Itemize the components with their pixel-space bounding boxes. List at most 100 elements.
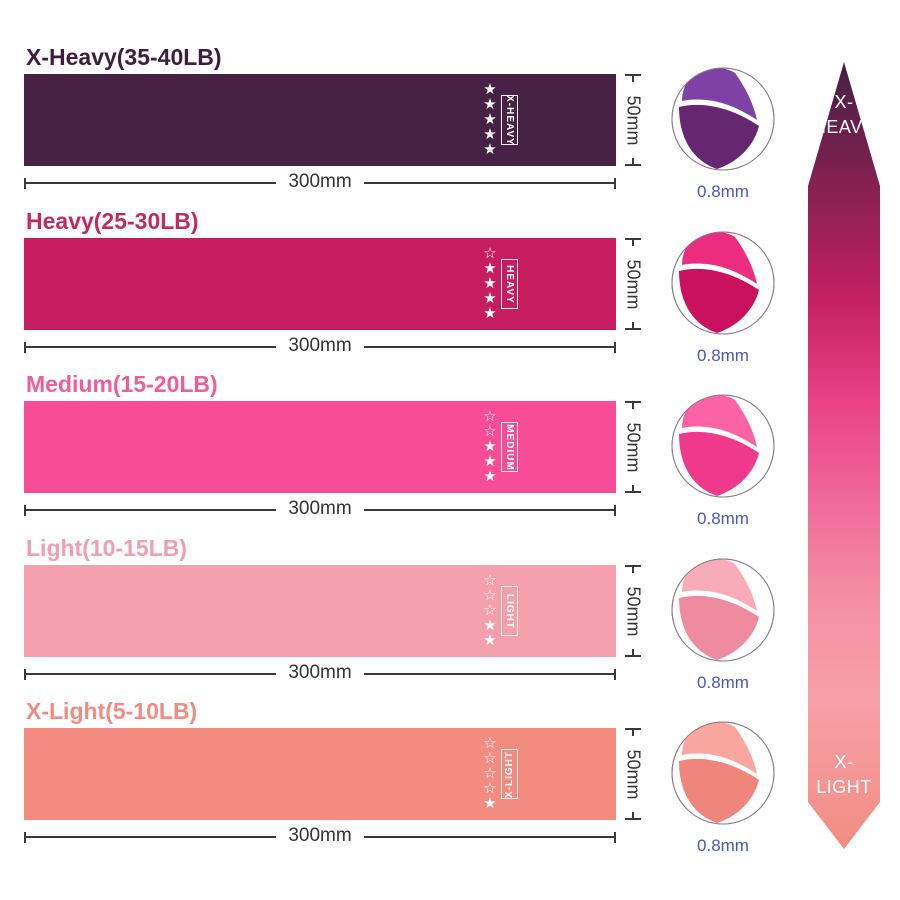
dimension-tick [24, 177, 26, 189]
dimension-tick [24, 831, 26, 843]
star-filled-icon: ★ [483, 305, 497, 322]
star-hollow-icon: ☆ [483, 780, 497, 797]
width-dimension: 300mm [24, 662, 617, 683]
band-grade-label-box: X-LIGHT [501, 749, 518, 799]
star-filled-icon: ★ [483, 468, 497, 485]
band-fold-photo [671, 394, 775, 498]
star-filled-icon: ★ [483, 275, 497, 292]
width-dimension-label: 300mm [288, 498, 352, 519]
band-fold-edge-highlight [681, 590, 758, 615]
band-fold-edge-highlight [681, 263, 758, 288]
band-fold-edge-highlight [681, 426, 758, 451]
band-fold-flap [682, 68, 757, 120]
star-filled-icon: ★ [483, 126, 497, 143]
thickness-label: 0.8mm [697, 836, 749, 855]
dimension-line [632, 158, 634, 164]
band-swatch: ☆ ☆ ☆ ★ ★ LIGHT [24, 565, 616, 657]
band-fold-photo [671, 721, 775, 825]
width-dimension: 300mm [24, 171, 617, 192]
star-hollow-icon: ☆ [483, 735, 497, 752]
star-filled-icon: ★ [483, 81, 497, 98]
star-hollow-icon: ☆ [483, 587, 497, 604]
band-fold-flap [682, 722, 757, 774]
star-hollow-icon: ☆ [483, 572, 497, 589]
dimension-line [26, 346, 277, 348]
dimension-tick [625, 491, 641, 493]
dimension-line [632, 322, 634, 328]
band-grade-label-box: MEDIUM [501, 422, 518, 472]
band-fold-body [679, 104, 759, 169]
band-grade-label: MEDIUM [504, 423, 515, 471]
dimension-line [632, 730, 634, 736]
band-fold-flap [682, 232, 757, 284]
height-dimension: 50mm [619, 728, 647, 820]
band-grade-label: LIGHT [504, 593, 515, 629]
band-swatch: ☆ ☆ ☆ ☆ ★ X-LIGHT [24, 728, 616, 820]
band-grade-label-box: LIGHT [501, 586, 518, 636]
band-fold-photo [671, 558, 775, 662]
dimension-line [363, 673, 615, 675]
dimension-line [363, 509, 615, 511]
height-dimension-label: 50mm [623, 585, 644, 637]
star-hollow-icon: ☆ [483, 245, 497, 262]
height-dimension: 50mm [619, 74, 647, 166]
band-fold-body [679, 431, 759, 496]
star-hollow-icon: ☆ [483, 750, 497, 767]
band-title: X-Light(5-10LB) [26, 698, 198, 724]
scale-arrow-shape [808, 62, 880, 849]
width-dimension: 300mm [24, 335, 617, 356]
width-dimension-label: 300mm [288, 171, 352, 192]
dimension-line [363, 836, 615, 838]
band-swatch: ☆ ★ ★ ★ ★ HEAVY [24, 238, 616, 330]
dimension-tick [614, 504, 617, 516]
height-dimension: 50mm [619, 401, 647, 493]
dimension-tick [625, 728, 641, 730]
thickness-label: 0.8mm [697, 509, 749, 528]
star-filled-icon: ★ [483, 141, 497, 158]
star-filled-icon: ★ [483, 260, 497, 277]
thickness-label: 0.8mm [697, 346, 749, 365]
dimension-line [26, 836, 277, 838]
dimension-line [632, 76, 634, 82]
arrow-bottom-label: X- LIGHT [816, 752, 872, 797]
dimension-tick [614, 831, 617, 843]
band-fold-flap [682, 559, 757, 611]
dimension-tick [614, 341, 617, 353]
band-grade-label-box: HEAVY [501, 259, 518, 309]
star-rating: ☆ ★ ★ ★ ★ [479, 246, 501, 321]
band-grade-label: X-HEAVY [504, 94, 515, 146]
star-rating: ☆ ☆ ☆ ☆ ★ [479, 736, 501, 811]
star-filled-icon: ★ [483, 632, 497, 649]
star-rating: ☆ ☆ ★ ★ ★ [479, 409, 501, 484]
star-filled-icon: ★ [483, 111, 497, 128]
height-dimension: 50mm [619, 238, 647, 330]
band-fold-photo [671, 231, 775, 335]
width-dimension-label: 300mm [288, 662, 352, 683]
dimension-tick [625, 401, 641, 403]
dimension-line [363, 346, 615, 348]
dimension-line [632, 812, 634, 818]
dimension-line [632, 567, 634, 573]
star-hollow-icon: ☆ [483, 408, 497, 425]
height-dimension-label: 50mm [623, 421, 644, 473]
dimension-line [363, 182, 615, 184]
height-dimension-label: 50mm [623, 94, 644, 146]
star-filled-icon: ★ [483, 453, 497, 470]
dimension-line [632, 403, 634, 409]
star-filled-icon: ★ [483, 617, 497, 634]
height-dimension-label: 50mm [623, 748, 644, 800]
dimension-tick [614, 668, 617, 680]
star-filled-icon: ★ [483, 438, 497, 455]
arrow-top-label: X- HEAVY [812, 92, 876, 137]
dimension-line [26, 509, 277, 511]
band-title: Light(10-15LB) [26, 535, 187, 561]
dimension-tick [625, 238, 641, 240]
dimension-tick [24, 341, 26, 353]
thickness-label: 0.8mm [697, 673, 749, 692]
star-hollow-icon: ☆ [483, 423, 497, 440]
dimension-line [26, 182, 277, 184]
width-dimension-label: 300mm [288, 335, 352, 356]
star-filled-icon: ★ [483, 96, 497, 113]
star-filled-icon: ★ [483, 290, 497, 307]
dimension-tick [614, 177, 617, 189]
